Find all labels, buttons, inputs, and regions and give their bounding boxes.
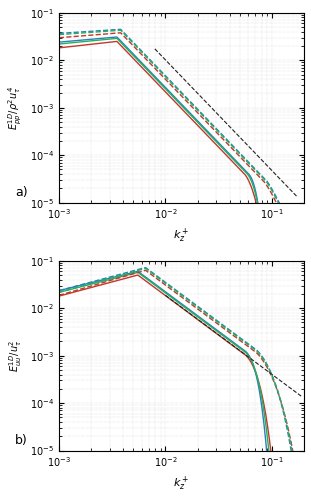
X-axis label: $k_z^+$: $k_z^+$: [173, 227, 190, 245]
X-axis label: $k_z^+$: $k_z^+$: [173, 475, 190, 493]
Y-axis label: $E_{uu}^{1D}/u_\tau^2$: $E_{uu}^{1D}/u_\tau^2$: [7, 340, 24, 372]
Y-axis label: $E_{pp}^{1D}/\rho^2 u_\tau^4$: $E_{pp}^{1D}/\rho^2 u_\tau^4$: [7, 86, 24, 130]
Text: a): a): [15, 186, 27, 199]
Text: b): b): [15, 434, 28, 446]
